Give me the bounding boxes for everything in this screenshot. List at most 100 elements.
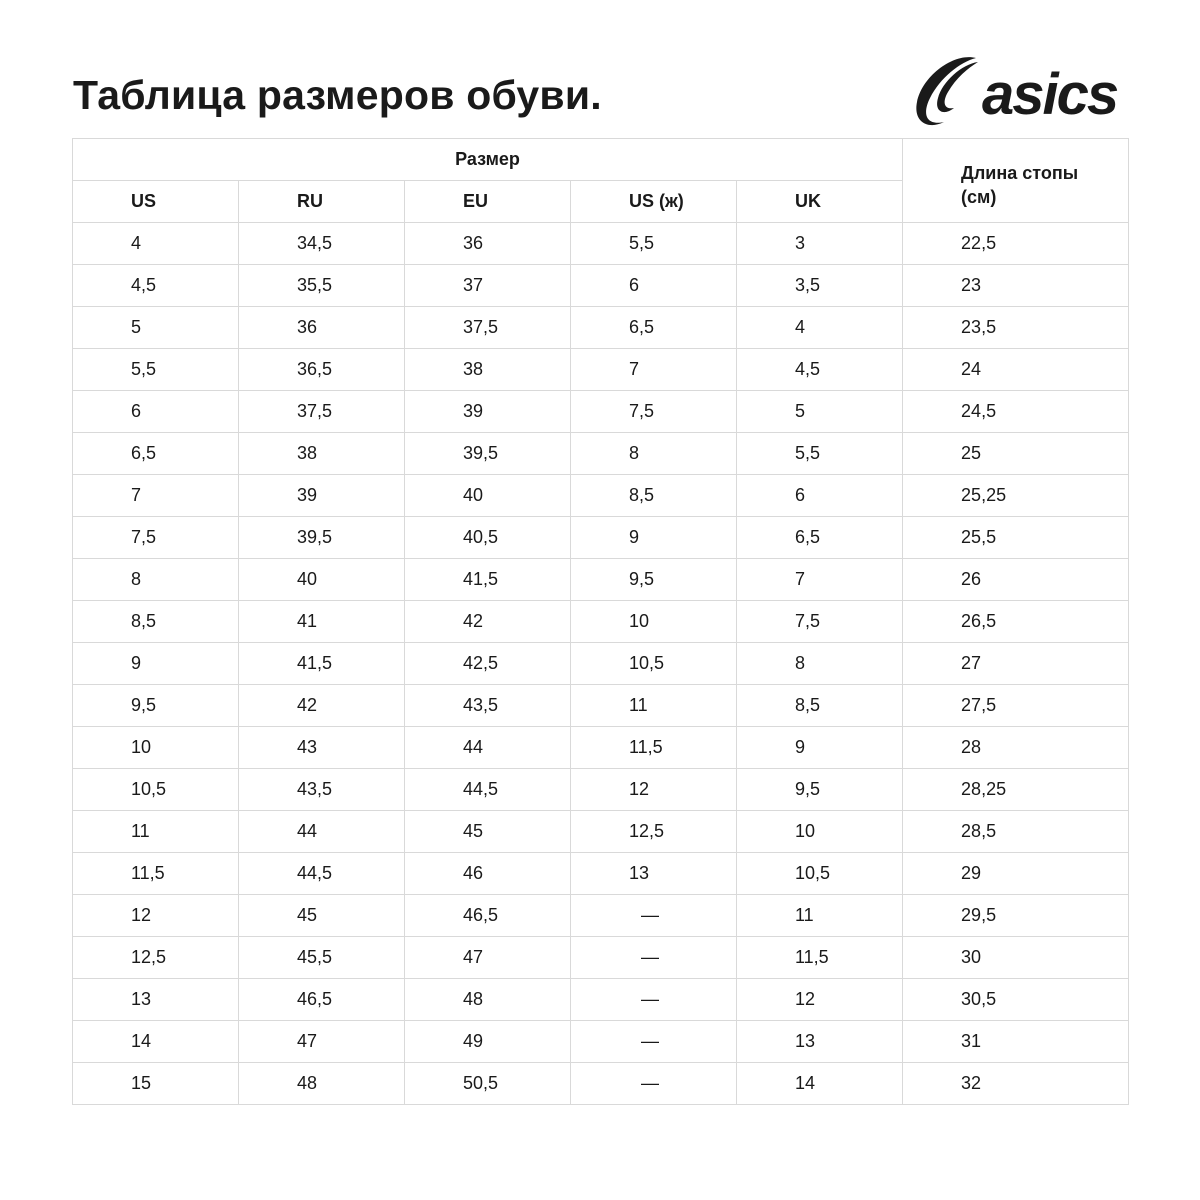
table-cell: 28,5 <box>902 810 1130 853</box>
table-cell: — <box>570 1020 737 1063</box>
table-cell: 4 <box>735 306 904 349</box>
table-cell: 4,5 <box>735 348 904 391</box>
table-cell: 28,25 <box>902 768 1130 811</box>
table-cell: 34,5 <box>238 222 405 265</box>
table-cell: 27,5 <box>902 684 1130 727</box>
table-cell: 3,5 <box>735 264 904 307</box>
table-cell: 11,5 <box>735 936 904 979</box>
column-header-us: US <box>72 180 239 223</box>
table-cell: 23 <box>902 264 1130 307</box>
table-cell: 44 <box>404 726 571 769</box>
table-cell: 48 <box>404 978 571 1021</box>
table-cell: 5,5 <box>72 348 239 391</box>
page-title: Таблица размеров обуви. <box>73 72 602 118</box>
table-cell: 25,25 <box>902 474 1130 517</box>
table-cell: 11,5 <box>72 852 239 895</box>
table-cell: 30,5 <box>902 978 1130 1021</box>
table-cell: 7 <box>735 558 904 601</box>
table-cell: 43,5 <box>238 768 405 811</box>
table-cell: 40 <box>238 558 405 601</box>
table-cell: 50,5 <box>404 1062 571 1105</box>
table-cell: 11,5 <box>570 726 737 769</box>
asics-stripe-icon <box>916 57 978 126</box>
table-cell: 47 <box>404 936 571 979</box>
table-cell: 8 <box>570 432 737 475</box>
column-header-us-ж: US (ж) <box>570 180 737 223</box>
table-cell: 23,5 <box>902 306 1130 349</box>
table-cell: 42,5 <box>404 642 571 685</box>
table-cell: 8,5 <box>570 474 737 517</box>
table-cell: 37,5 <box>238 390 405 433</box>
table-cell: 12 <box>735 978 904 1021</box>
table-cell: — <box>570 936 737 979</box>
table-cell: 10 <box>72 726 239 769</box>
table-cell: 9 <box>570 516 737 559</box>
table-cell: 10 <box>735 810 904 853</box>
table-cell: 3 <box>735 222 904 265</box>
table-cell: 44,5 <box>238 852 405 895</box>
table-cell: 25 <box>902 432 1130 475</box>
table-cell: 42 <box>404 600 571 643</box>
table-cell: 46,5 <box>404 894 571 937</box>
table-row: 11,5 44,5 46 13 10,5 29 <box>72 852 1130 895</box>
table-row: 4 34,5 36 5,5 3 22,5 <box>72 222 1130 265</box>
table-cell: — <box>570 894 737 937</box>
table-cell: 26 <box>902 558 1130 601</box>
table-cell: 13 <box>72 978 239 1021</box>
table-cell: 5 <box>72 306 239 349</box>
table-cell: 6 <box>735 474 904 517</box>
table-cell: 39 <box>238 474 405 517</box>
table-row: 5 36 37,5 6,5 4 23,5 <box>72 306 1130 349</box>
size-table: Размер Длина стопы (см) US RU EU US (ж) UK 4… <box>71 138 1130 1105</box>
table-cell: 37,5 <box>404 306 571 349</box>
table-cell: 6 <box>570 264 737 307</box>
table-cell: 9,5 <box>735 768 904 811</box>
table-cell: 9,5 <box>72 684 239 727</box>
table-cell: 48 <box>238 1062 405 1105</box>
table-cell: 42 <box>238 684 405 727</box>
table-cell: 39 <box>404 390 571 433</box>
table-cell: 44,5 <box>404 768 571 811</box>
column-header-ru: RU <box>238 180 405 223</box>
table-cell: 29 <box>902 852 1130 895</box>
table-row: 13 46,5 48—12 30,5 <box>72 978 1130 1021</box>
table-cell: 11 <box>72 810 239 853</box>
column-header-eu: EU <box>404 180 571 223</box>
table-cell: 9 <box>72 642 239 685</box>
table-cell: 6,5 <box>72 432 239 475</box>
table-cell: 6 <box>72 390 239 433</box>
table-cell: 7,5 <box>72 516 239 559</box>
table-row: 8 40 41,5 9,5 7 26 <box>72 558 1130 601</box>
table-row: 14 47 49—13 31 <box>72 1020 1130 1063</box>
foot-length-header: Длина стопы (см) <box>902 138 1130 223</box>
table-cell: 43 <box>238 726 405 769</box>
table-row: 9,5 42 43,5 11 8,5 27,5 <box>72 684 1130 727</box>
table-cell: 37 <box>404 264 571 307</box>
table-cell: 24 <box>902 348 1130 391</box>
asics-logo: asics <box>916 57 1120 127</box>
table-cell: 12 <box>570 768 737 811</box>
table-cell: 8,5 <box>735 684 904 727</box>
table-cell: 40,5 <box>404 516 571 559</box>
table-cell: 35,5 <box>238 264 405 307</box>
table-cell: 9,5 <box>570 558 737 601</box>
table-cell: 36 <box>238 306 405 349</box>
table-row: 12,5 45,5 47—11,5 30 <box>72 936 1130 979</box>
table-cell: 9 <box>735 726 904 769</box>
table-cell: 45,5 <box>238 936 405 979</box>
table-cell: 7,5 <box>570 390 737 433</box>
table-cell: 7,5 <box>735 600 904 643</box>
table-cell: 12 <box>72 894 239 937</box>
table-cell: 7 <box>570 348 737 391</box>
table-cell: 13 <box>735 1020 904 1063</box>
table-row: 8,5 41 42 10 7,5 26,5 <box>72 600 1130 643</box>
table-cell: 8 <box>72 558 239 601</box>
table-row: 4,5 35,5 37 6 3,5 23 <box>72 264 1130 307</box>
svg-text:asics: asics <box>982 62 1118 127</box>
table-cell: 40 <box>404 474 571 517</box>
table-cell: 47 <box>238 1020 405 1063</box>
table-cell: 49 <box>404 1020 571 1063</box>
table-cell: 5,5 <box>735 432 904 475</box>
table-cell: 11 <box>735 894 904 937</box>
table-cell: 30 <box>902 936 1130 979</box>
